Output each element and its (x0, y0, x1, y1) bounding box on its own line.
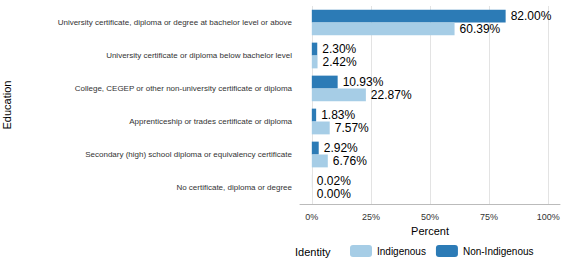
svg-text:75%: 75% (480, 212, 498, 222)
svg-text:100%: 100% (537, 212, 560, 222)
svg-text:Education: Education (1, 81, 13, 130)
svg-text:1.83%: 1.83% (321, 108, 356, 123)
svg-text:University certificate, diplom: University certificate, diploma or degre… (58, 18, 293, 27)
svg-text:No certificate, diploma or deg: No certificate, diploma or degree (176, 183, 292, 192)
svg-text:2.92%: 2.92% (323, 141, 358, 156)
svg-text:6.76%: 6.76% (333, 154, 367, 168)
svg-text:10.93%: 10.93% (342, 75, 384, 90)
svg-text:0.00%: 0.00% (317, 187, 351, 201)
svg-text:College, CEGEP or other non-un: College, CEGEP or other non-university c… (75, 84, 293, 93)
svg-text:University certificate or dipl: University certificate or diploma below … (106, 51, 292, 60)
svg-text:Identity: Identity (295, 246, 331, 258)
svg-text:22.87%: 22.87% (371, 88, 412, 102)
svg-text:25%: 25% (362, 212, 380, 222)
svg-text:2.30%: 2.30% (322, 42, 357, 57)
svg-text:0%: 0% (305, 212, 318, 222)
svg-text:Indigenous: Indigenous (377, 246, 426, 257)
svg-text:50%: 50% (421, 212, 439, 222)
svg-text:60.39%: 60.39% (460, 22, 501, 36)
svg-text:82.00%: 82.00% (511, 9, 552, 23)
svg-text:0.02%: 0.02% (316, 174, 351, 189)
svg-text:7.57%: 7.57% (335, 121, 369, 135)
svg-text:Percent: Percent (411, 225, 449, 237)
svg-text:2.42%: 2.42% (323, 55, 357, 69)
svg-text:Secondary (high) school diplom: Secondary (high) school diploma or equiv… (85, 150, 292, 159)
svg-text:Apprenticeship or trades certi: Apprenticeship or trades certificate or … (129, 117, 292, 126)
svg-text:Non-Indigenous: Non-Indigenous (463, 246, 534, 257)
